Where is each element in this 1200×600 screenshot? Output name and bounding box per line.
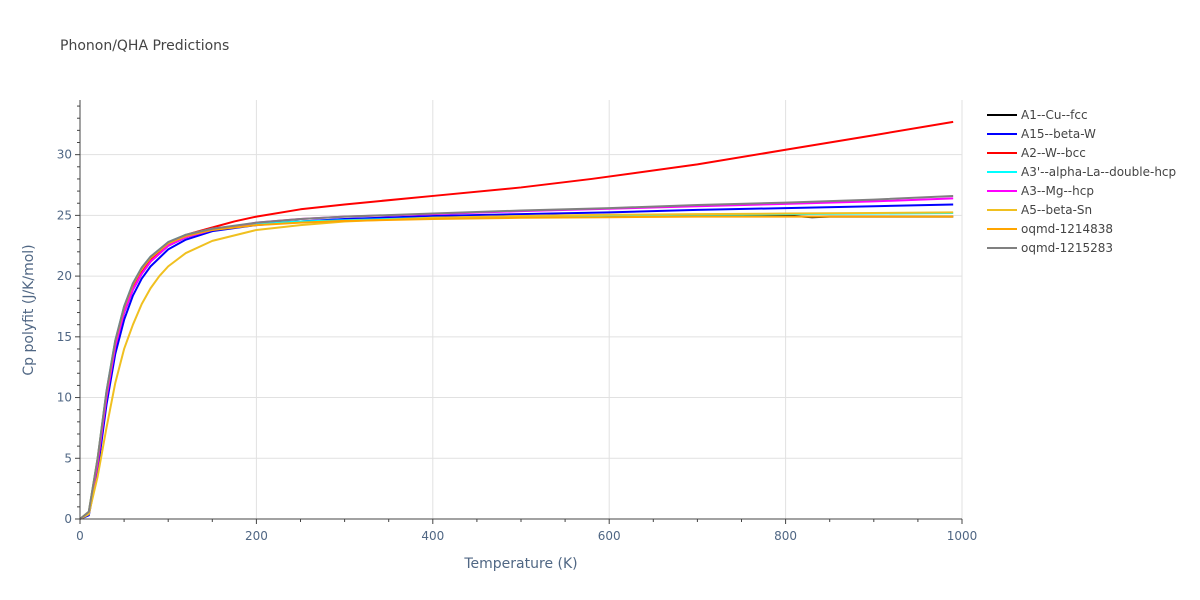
y-tick-label: 0: [64, 512, 72, 526]
y-tick-label: 25: [57, 208, 72, 222]
x-tick-label: 200: [245, 529, 268, 543]
legend-item[interactable]: oqmd-1214838: [987, 222, 1113, 236]
series-line-2: [79, 120, 954, 520]
y-tick-label: 20: [57, 269, 72, 283]
legend-label: A3'--alpha-La--double-hcp: [1021, 165, 1176, 179]
legend-item[interactable]: oqmd-1215283: [987, 241, 1113, 255]
y-tick-label: 5: [64, 451, 72, 465]
legend-item[interactable]: A1--Cu--fcc: [987, 108, 1088, 122]
y-tick-label: 10: [57, 391, 72, 405]
series-line-7: [79, 194, 954, 520]
legend-item[interactable]: A2--W--bcc: [987, 146, 1086, 160]
legend-item[interactable]: A3--Mg--hcp: [987, 184, 1094, 198]
x-tick-label: 0: [76, 529, 84, 543]
y-tick-label: 15: [57, 330, 72, 344]
legend-item[interactable]: A3'--alpha-La--double-hcp: [987, 165, 1176, 179]
x-axis-ticks: 0 200 400 600 800 1000: [76, 529, 977, 543]
x-tick-label: 400: [421, 529, 444, 543]
legend-item[interactable]: A5--beta-Sn: [987, 203, 1092, 217]
series-line-1: [79, 203, 954, 520]
chart-title: Phonon/QHA Predictions: [60, 38, 229, 54]
y-axis-ticks: 0 5 10 15 20 25 30: [57, 148, 72, 526]
legend-label: A15--beta-W: [1021, 127, 1096, 141]
legend-label: oqmd-1215283: [1021, 241, 1113, 255]
x-tick-label: 800: [774, 529, 797, 543]
y-axis-label: Cp polyfit (J/K/mol): [21, 244, 37, 375]
legend-label: A2--W--bcc: [1021, 146, 1086, 160]
legend[interactable]: A1--Cu--fcc A15--beta-W A2--W--bcc A3'--alp…: [987, 108, 1176, 255]
series-line-4: [79, 197, 954, 520]
series-line-5: [79, 211, 954, 520]
series-line-3: [79, 211, 954, 520]
series-line-0: [79, 214, 954, 520]
grid: [80, 100, 963, 519]
x-tick-label: 1000: [947, 529, 978, 543]
legend-label: oqmd-1214838: [1021, 222, 1113, 236]
x-axis-label: Temperature (K): [463, 556, 577, 572]
x-tick-label: 600: [598, 529, 621, 543]
legend-label: A3--Mg--hcp: [1021, 184, 1094, 198]
legend-label: A1--Cu--fcc: [1021, 108, 1088, 122]
legend-item[interactable]: A15--beta-W: [987, 127, 1096, 141]
axes: [75, 100, 963, 524]
y-tick-label: 30: [57, 148, 72, 162]
plot-area: [79, 120, 954, 520]
legend-label: A5--beta-Sn: [1021, 203, 1092, 217]
series-line-6: [79, 215, 954, 520]
